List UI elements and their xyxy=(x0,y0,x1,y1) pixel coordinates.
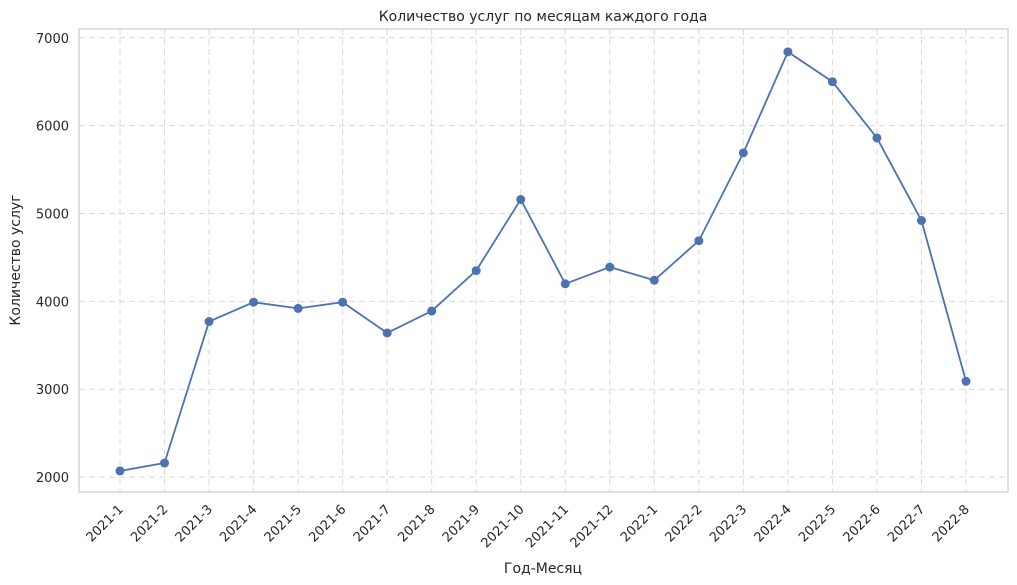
x-axis-label: Год-Месяц xyxy=(504,561,582,577)
data-point xyxy=(382,328,392,338)
data-point xyxy=(338,297,348,307)
y-tick-label: 3000 xyxy=(36,383,69,398)
data-point xyxy=(293,303,303,313)
chart-title: Количество услуг по месяцам каждого года xyxy=(379,9,708,25)
data-point xyxy=(872,133,882,143)
data-point xyxy=(961,376,971,386)
data-point xyxy=(827,77,837,87)
data-point xyxy=(249,297,259,307)
y-tick-label: 5000 xyxy=(36,207,69,222)
y-axis-label: Количество услуг xyxy=(8,194,24,325)
data-point xyxy=(204,317,214,327)
data-point xyxy=(649,275,659,285)
data-point xyxy=(694,236,704,246)
y-tick-label: 6000 xyxy=(36,120,69,135)
grid xyxy=(79,29,1008,492)
series-line xyxy=(119,50,967,472)
data-point xyxy=(471,266,481,276)
data-point xyxy=(516,194,526,204)
data-point xyxy=(916,216,926,226)
y-tick-label: 4000 xyxy=(36,295,69,310)
data-point xyxy=(605,262,615,272)
data-point xyxy=(160,458,170,468)
data-point xyxy=(783,47,793,57)
y-tick-label: 2000 xyxy=(36,471,69,486)
data-point xyxy=(738,148,748,158)
series-group xyxy=(115,47,971,476)
plot-frame xyxy=(78,28,1009,493)
y-tick-label: 7000 xyxy=(36,32,69,47)
data-point xyxy=(115,466,125,476)
data-point xyxy=(427,306,437,316)
data-point xyxy=(560,279,570,289)
y-tick-labels: 2000 3000 4000 5000 6000 7000 xyxy=(36,32,69,486)
